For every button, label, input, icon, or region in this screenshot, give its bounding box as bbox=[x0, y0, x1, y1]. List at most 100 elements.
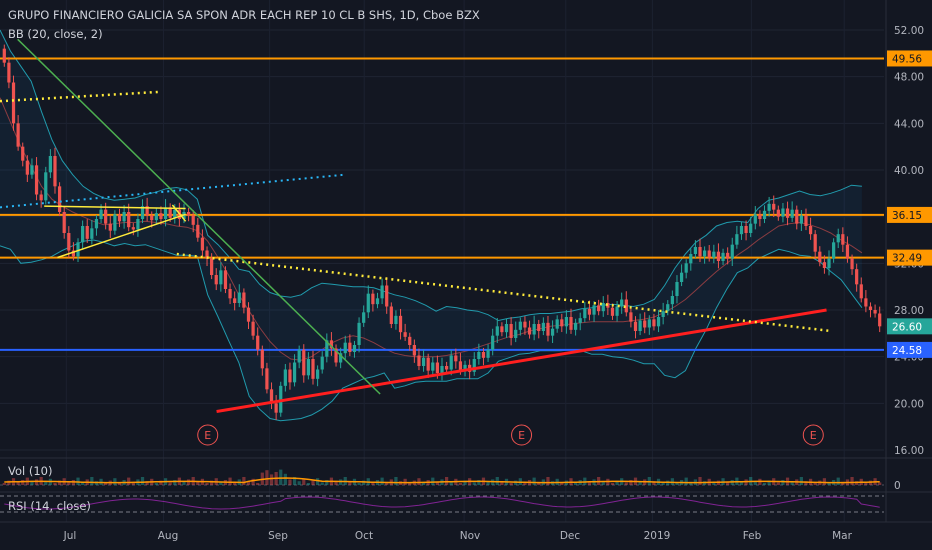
candle[interactable] bbox=[703, 246, 707, 264]
candle[interactable] bbox=[855, 263, 859, 292]
candle[interactable] bbox=[371, 289, 375, 312]
candle[interactable] bbox=[48, 149, 52, 179]
candle[interactable] bbox=[81, 220, 85, 250]
candle[interactable] bbox=[721, 248, 725, 266]
trendlines[interactable] bbox=[0, 38, 832, 413]
candle[interactable] bbox=[744, 220, 748, 241]
bb-indicator-label[interactable]: BB (20, close, 2) bbox=[8, 27, 103, 41]
candle[interactable] bbox=[242, 288, 246, 314]
candle[interactable] bbox=[541, 317, 545, 336]
candle[interactable] bbox=[795, 205, 799, 230]
candle[interactable] bbox=[481, 347, 486, 366]
candle[interactable] bbox=[597, 299, 601, 316]
candle[interactable] bbox=[251, 314, 255, 340]
candle[interactable] bbox=[827, 250, 831, 276]
candle[interactable] bbox=[463, 360, 467, 377]
candle[interactable] bbox=[606, 294, 610, 316]
candle[interactable] bbox=[34, 157, 39, 201]
candle[interactable] bbox=[574, 318, 578, 336]
candle[interactable] bbox=[785, 201, 790, 226]
time-axis[interactable]: Jul Aug Sep Oct Nov Dec 2019 Feb Mar bbox=[0, 521, 932, 542]
candle[interactable] bbox=[753, 206, 757, 230]
candle[interactable] bbox=[325, 333, 329, 363]
candle[interactable] bbox=[813, 230, 817, 260]
candle[interactable] bbox=[514, 321, 518, 343]
candle[interactable] bbox=[398, 308, 403, 340]
candle[interactable] bbox=[836, 228, 840, 249]
trendline-support[interactable] bbox=[216, 308, 827, 413]
candle[interactable] bbox=[652, 313, 656, 331]
candle[interactable] bbox=[679, 264, 684, 287]
candle[interactable] bbox=[818, 246, 822, 267]
candle[interactable] bbox=[712, 244, 716, 264]
candle[interactable] bbox=[670, 290, 674, 310]
trendline-blue-dotted[interactable] bbox=[0, 173, 345, 209]
candle[interactable] bbox=[57, 182, 62, 217]
candle[interactable] bbox=[426, 353, 430, 379]
candle[interactable] bbox=[656, 310, 661, 333]
candle[interactable] bbox=[491, 328, 495, 356]
candle[interactable] bbox=[638, 313, 642, 336]
candle[interactable] bbox=[352, 340, 357, 358]
candle[interactable] bbox=[726, 247, 730, 265]
candle[interactable] bbox=[297, 345, 301, 369]
candle[interactable] bbox=[776, 205, 780, 221]
candle[interactable] bbox=[131, 223, 135, 236]
candle[interactable] bbox=[486, 344, 490, 362]
candle[interactable] bbox=[412, 339, 416, 363]
candle[interactable] bbox=[292, 354, 297, 387]
candle[interactable] bbox=[693, 240, 698, 259]
candle[interactable] bbox=[403, 323, 407, 341]
candle[interactable] bbox=[329, 332, 334, 356]
candle[interactable] bbox=[108, 215, 112, 239]
candle[interactable] bbox=[288, 362, 292, 390]
volume-indicator-label[interactable]: Vol (10) bbox=[8, 464, 53, 478]
candle[interactable] bbox=[7, 57, 11, 89]
candle[interactable] bbox=[878, 306, 882, 333]
candle[interactable] bbox=[431, 357, 435, 375]
candle[interactable] bbox=[279, 381, 283, 417]
candle[interactable] bbox=[569, 308, 573, 334]
candle[interactable] bbox=[772, 195, 776, 218]
candle[interactable] bbox=[375, 292, 380, 309]
candle[interactable] bbox=[730, 237, 734, 267]
candle[interactable] bbox=[864, 290, 868, 313]
candle[interactable] bbox=[666, 300, 670, 316]
candle[interactable] bbox=[214, 268, 218, 291]
candle[interactable] bbox=[67, 226, 71, 258]
candle[interactable] bbox=[320, 351, 324, 374]
candle[interactable] bbox=[25, 155, 29, 183]
candle[interactable] bbox=[421, 349, 426, 372]
candle[interactable] bbox=[477, 343, 481, 365]
candle[interactable] bbox=[191, 210, 195, 233]
price-axis[interactable]: 52.0048.0044.0040.0036.0032.0028.0024.00… bbox=[885, 0, 924, 522]
candle[interactable] bbox=[302, 344, 306, 383]
candle[interactable] bbox=[16, 115, 20, 151]
candle[interactable] bbox=[739, 221, 744, 240]
candle[interactable] bbox=[223, 266, 228, 294]
candle[interactable] bbox=[587, 300, 592, 321]
candle[interactable] bbox=[762, 205, 767, 224]
candle[interactable] bbox=[417, 348, 421, 371]
candle[interactable] bbox=[380, 278, 384, 305]
candle[interactable] bbox=[845, 236, 850, 263]
candle[interactable] bbox=[315, 365, 320, 387]
trendline-triangle-bottom[interactable] bbox=[57, 213, 186, 259]
candle[interactable] bbox=[357, 317, 361, 353]
candle[interactable] bbox=[749, 216, 753, 238]
earnings-marker[interactable]: E bbox=[511, 424, 533, 446]
candle[interactable] bbox=[633, 316, 638, 339]
candle[interactable] bbox=[698, 238, 702, 263]
candle[interactable] bbox=[675, 275, 679, 304]
candle[interactable] bbox=[601, 296, 605, 317]
candle[interactable] bbox=[117, 208, 122, 228]
candle[interactable] bbox=[555, 315, 559, 333]
candle[interactable] bbox=[283, 364, 287, 392]
candle[interactable] bbox=[564, 310, 569, 334]
candle[interactable] bbox=[868, 302, 873, 318]
candle[interactable] bbox=[799, 210, 803, 232]
candle[interactable] bbox=[643, 312, 647, 334]
candle[interactable] bbox=[200, 229, 205, 257]
